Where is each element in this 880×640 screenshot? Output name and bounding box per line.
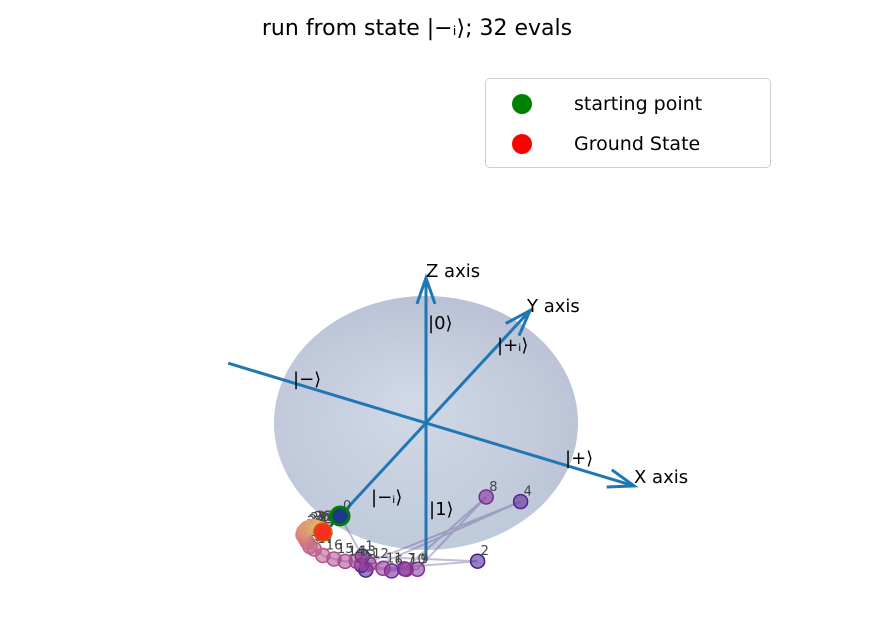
y-axis-arrow [505, 307, 534, 337]
trajectory-point-4 [512, 493, 529, 510]
trajectory-point-2 [469, 553, 486, 569]
trajectory-index-label-27: 27 [316, 510, 333, 525]
z-axis-label: Z axis [426, 261, 480, 282]
trajectory-index-label-12: 12 [372, 547, 389, 562]
trajectory: 0123456789101112131415161718192021222324… [295, 480, 532, 579]
trajectory-index-label-9: 9 [420, 552, 428, 567]
trajectory-index-label-6: 6 [395, 554, 403, 569]
trajectory-point-8 [478, 489, 494, 505]
trajectory-index-label-2: 2 [481, 544, 489, 559]
trajectory-index-label-5: 5 [365, 548, 373, 563]
trajectory-index-label-0: 0 [343, 499, 351, 514]
legend-item-starting-point: starting point [512, 89, 702, 119]
state-label-minus: |−⟩ [293, 369, 321, 390]
trajectory-index-label-11: 11 [386, 551, 403, 566]
trajectory-index-label-14: 14 [348, 544, 365, 559]
trajectory-index-label-7: 7 [408, 552, 416, 567]
legend: starting point Ground State [485, 78, 771, 168]
trajectory-index-label-15: 15 [337, 542, 354, 557]
state-label-minus-i: |−ᵢ⟩ [371, 487, 402, 508]
y-axis-line [315, 309, 532, 543]
axes [227, 273, 639, 561]
x-axis-label: X axis [634, 467, 688, 488]
trajectory-index-label-4: 4 [524, 485, 532, 500]
x-axis-arrow [606, 468, 639, 489]
chart-title: run from state |−ᵢ⟩; 32 evals [261, 16, 573, 41]
legend-item-ground-state: Ground State [512, 129, 700, 159]
trajectory-index-label-10: 10 [409, 552, 426, 567]
legend-label-starting-point: starting point [574, 93, 703, 115]
y-axis-label: Y axis [526, 296, 580, 317]
ground-state-marker [313, 522, 333, 542]
state-label-plus: |+⟩ [565, 448, 593, 469]
state-label-plus-i: |+ᵢ⟩ [497, 335, 528, 356]
trajectory-point-10 [398, 561, 414, 578]
legend-marker-red [512, 134, 532, 154]
trajectory-index-label-13: 13 [359, 544, 376, 559]
legend-marker-green [512, 94, 532, 114]
labels: X axis Y axis Z axis |0⟩ |1⟩ |+⟩ |−⟩ |+ᵢ⟩ |−ᵢ⟩ [293, 261, 688, 520]
trajectory-index-label-1: 1 [365, 539, 373, 554]
state-label-one: |1⟩ [429, 499, 454, 520]
trajectory-point-11 [375, 560, 391, 577]
z-axis-arrow [415, 273, 437, 305]
x-axis-line [227, 361, 635, 488]
legend-label-ground-state: Ground State [574, 133, 701, 155]
trajectory-index-label-8: 8 [489, 480, 497, 495]
trajectory-index-label-16: 16 [326, 538, 343, 553]
state-label-zero: |0⟩ [428, 313, 453, 334]
starting-point-marker [329, 505, 351, 527]
